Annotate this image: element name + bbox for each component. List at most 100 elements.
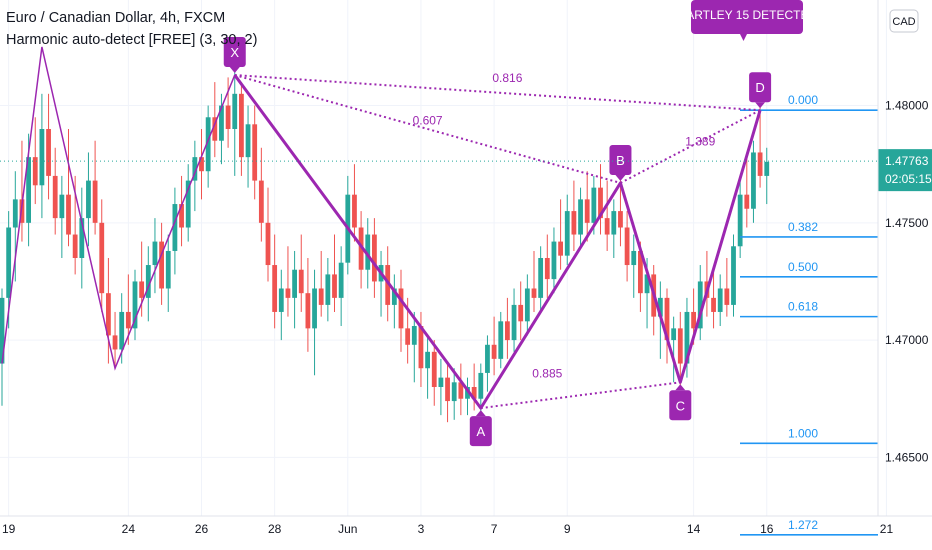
candle-body — [165, 250, 171, 289]
candle-body — [465, 387, 470, 399]
candle-body — [671, 328, 677, 341]
candle-body — [505, 321, 510, 341]
candle-body — [398, 288, 404, 329]
candle-body — [112, 335, 118, 350]
candle-body — [225, 105, 231, 129]
candle-body — [305, 293, 311, 329]
candlestick-series — [0, 70, 770, 423]
candle-body — [578, 199, 583, 235]
price-axis[interactable]: 1.48000 1.47500 1.47000 1.46500 — [877, 0, 929, 516]
candle-body — [631, 250, 637, 266]
candle-body — [12, 199, 18, 228]
candle-body — [458, 382, 464, 399]
fib-level-label: 0.618 — [788, 300, 818, 314]
currency-badge[interactable]: CAD — [889, 9, 919, 33]
candle-body — [59, 194, 65, 219]
price-tick-label: 1.47500 — [885, 216, 929, 230]
candle-body — [265, 222, 271, 266]
grid-lines — [0, 0, 887, 516]
candle-body — [584, 199, 590, 223]
pattern-point-a[interactable]: A — [469, 410, 492, 447]
pattern-point-label: B — [616, 153, 625, 168]
candle-body — [697, 281, 703, 329]
candle-body — [604, 218, 610, 235]
candle-body — [212, 117, 218, 141]
candle-body — [365, 234, 371, 270]
pattern-point-x[interactable]: X — [223, 37, 246, 74]
candle-body — [764, 161, 770, 176]
candle-body — [391, 288, 397, 305]
date-tick-label: Jun — [338, 522, 357, 536]
ratio-label: 0.885 — [532, 367, 562, 381]
date-tick-label: 28 — [268, 522, 282, 536]
candle-body — [485, 344, 490, 373]
currency-badge-label: CAD — [892, 16, 915, 28]
price-tick-label: 1.48000 — [885, 99, 929, 113]
candle-body — [332, 274, 337, 298]
candle-body — [425, 351, 430, 369]
candle-body — [385, 265, 391, 305]
candle-body — [538, 258, 544, 298]
fibonacci-levels: 0.000 0.382 0.500 0.618 1.000 1.272 — [740, 93, 878, 536]
candle-body — [491, 344, 497, 359]
time-axis[interactable]: 19 24 26 28 Jun 3 7 9 14 16 21 — [0, 515, 932, 536]
candle-body — [664, 297, 670, 341]
indicator-label: Harmonic auto-detect [FREE] (3, 30, 2) — [6, 32, 257, 48]
candle-body — [418, 326, 424, 369]
candle-body — [445, 377, 450, 402]
ratio-label: 0.607 — [413, 113, 443, 127]
pattern-legs — [233, 74, 762, 410]
candle-body — [192, 157, 198, 181]
ratio-label: 1.389 — [685, 134, 715, 148]
candle-body — [159, 241, 164, 289]
date-tick-label: 26 — [195, 522, 209, 536]
candle-body — [152, 241, 158, 266]
pattern-point-label: A — [476, 424, 485, 439]
candle-body — [338, 262, 344, 298]
candle-body — [205, 117, 211, 172]
ratio-line — [619, 109, 761, 184]
candle-body — [66, 194, 71, 235]
fib-level-label: 0.000 — [788, 93, 818, 107]
candle-body — [252, 124, 258, 181]
candle-body — [684, 311, 690, 364]
candle-body — [571, 211, 577, 235]
candle-body — [272, 265, 278, 312]
candle-body — [478, 372, 484, 399]
candle-body — [298, 269, 304, 294]
candle-body — [711, 297, 716, 312]
candle-body — [405, 328, 411, 345]
candle-body — [471, 387, 477, 399]
fib-level-label: 0.382 — [788, 220, 818, 234]
candle-body — [411, 326, 417, 345]
price-tick-label: 1.46500 — [885, 450, 929, 464]
candle-body — [79, 218, 85, 258]
candle-body — [737, 194, 743, 247]
candle-body — [598, 187, 603, 219]
candle-body — [657, 297, 663, 317]
pattern-point-c[interactable]: C — [669, 384, 692, 421]
candle-body — [6, 227, 12, 298]
candle-body — [172, 204, 178, 251]
candle-body — [86, 180, 91, 219]
pattern-point-b[interactable]: B — [609, 144, 632, 181]
candle-body — [551, 241, 557, 280]
candle-body — [717, 288, 723, 312]
pattern-point-d[interactable]: D — [749, 72, 772, 109]
candle-body — [691, 311, 696, 329]
candle-body — [239, 93, 244, 158]
candle-body — [352, 194, 357, 228]
bar-countdown: 02:05:15 — [885, 172, 932, 186]
candle-body — [232, 93, 238, 129]
candle-body — [106, 293, 111, 336]
ratio-line — [480, 381, 681, 410]
fib-level-label: 0.500 — [788, 260, 818, 274]
harmonic-pattern: 0.816 0.607 1.389 0.885 X A B C D — [1, 37, 772, 447]
detection-badge: GARTLEY 15 DETECTED — [677, 0, 817, 41]
candle-body — [199, 157, 204, 172]
candle-body — [677, 328, 683, 364]
date-tick-label: 16 — [760, 522, 774, 536]
candle-body — [26, 157, 31, 223]
candle-body — [285, 288, 291, 298]
